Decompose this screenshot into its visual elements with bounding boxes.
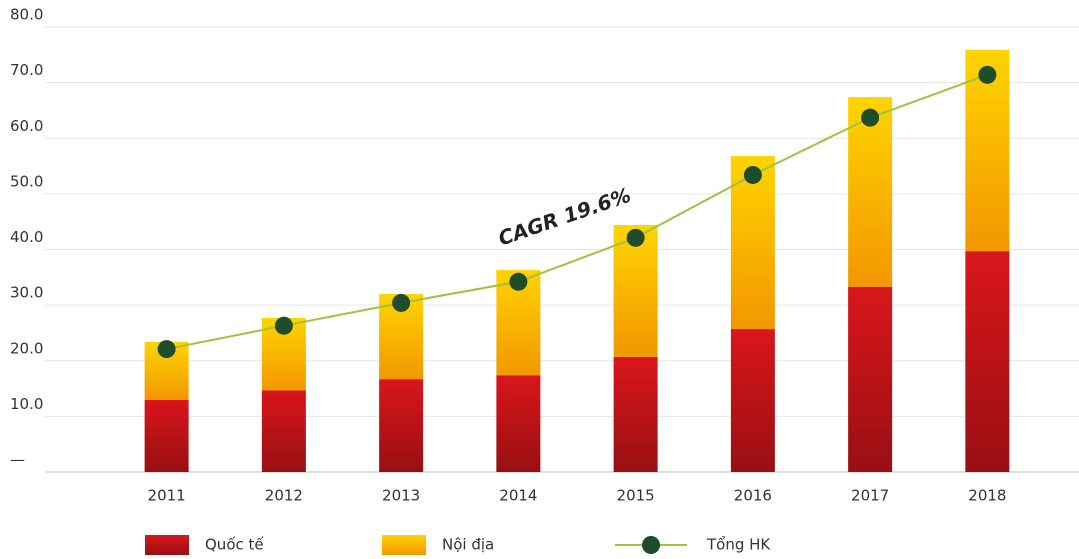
x-tick-label: 2011 <box>148 487 186 505</box>
legend-swatch <box>145 535 189 555</box>
bar <box>261 390 306 472</box>
y-tick-label: 30.0 <box>10 284 43 302</box>
bar <box>496 375 541 472</box>
y-tick-label: 70.0 <box>10 61 43 79</box>
legend-label: Quốc tế <box>205 536 264 554</box>
x-tick-label: 2018 <box>968 487 1006 505</box>
x-tick-label: 2013 <box>382 487 420 505</box>
y-tick-label: 80.0 <box>10 6 43 24</box>
legend-label: Tổng HK <box>706 536 771 554</box>
legend-label: Nội địa <box>442 536 494 554</box>
line <box>166 73 988 351</box>
y-tick-label: 10.0 <box>10 395 43 413</box>
y-tick-label: 60.0 <box>10 117 43 135</box>
x-tick-label: 2017 <box>851 487 889 505</box>
marker <box>743 165 762 184</box>
annotation: CAGR 19.6% <box>495 183 634 251</box>
y-tick-label: — <box>10 451 25 469</box>
bar <box>965 251 1010 472</box>
bar <box>379 379 424 472</box>
marker <box>157 340 176 359</box>
marker <box>392 293 411 312</box>
bar <box>730 329 775 472</box>
marker <box>509 272 528 291</box>
y-tick-label: 40.0 <box>10 228 43 246</box>
bar <box>613 225 658 357</box>
y-tick-label: 50.0 <box>10 172 43 190</box>
bar <box>848 97 893 287</box>
x-tick-label: 2015 <box>617 487 655 505</box>
bar <box>613 356 658 472</box>
legend-swatch <box>382 535 426 555</box>
bar <box>848 286 893 472</box>
x-tick-label: 2012 <box>265 487 303 505</box>
bar <box>730 156 775 330</box>
x-tick-label: 2014 <box>499 487 537 505</box>
marker <box>978 65 997 84</box>
legend-marker <box>642 536 660 554</box>
marker <box>626 228 645 247</box>
x-tick-label: 2016 <box>734 487 772 505</box>
marker <box>274 316 293 335</box>
marker <box>861 108 880 127</box>
bar <box>144 399 189 472</box>
y-tick-label: 20.0 <box>10 339 43 357</box>
